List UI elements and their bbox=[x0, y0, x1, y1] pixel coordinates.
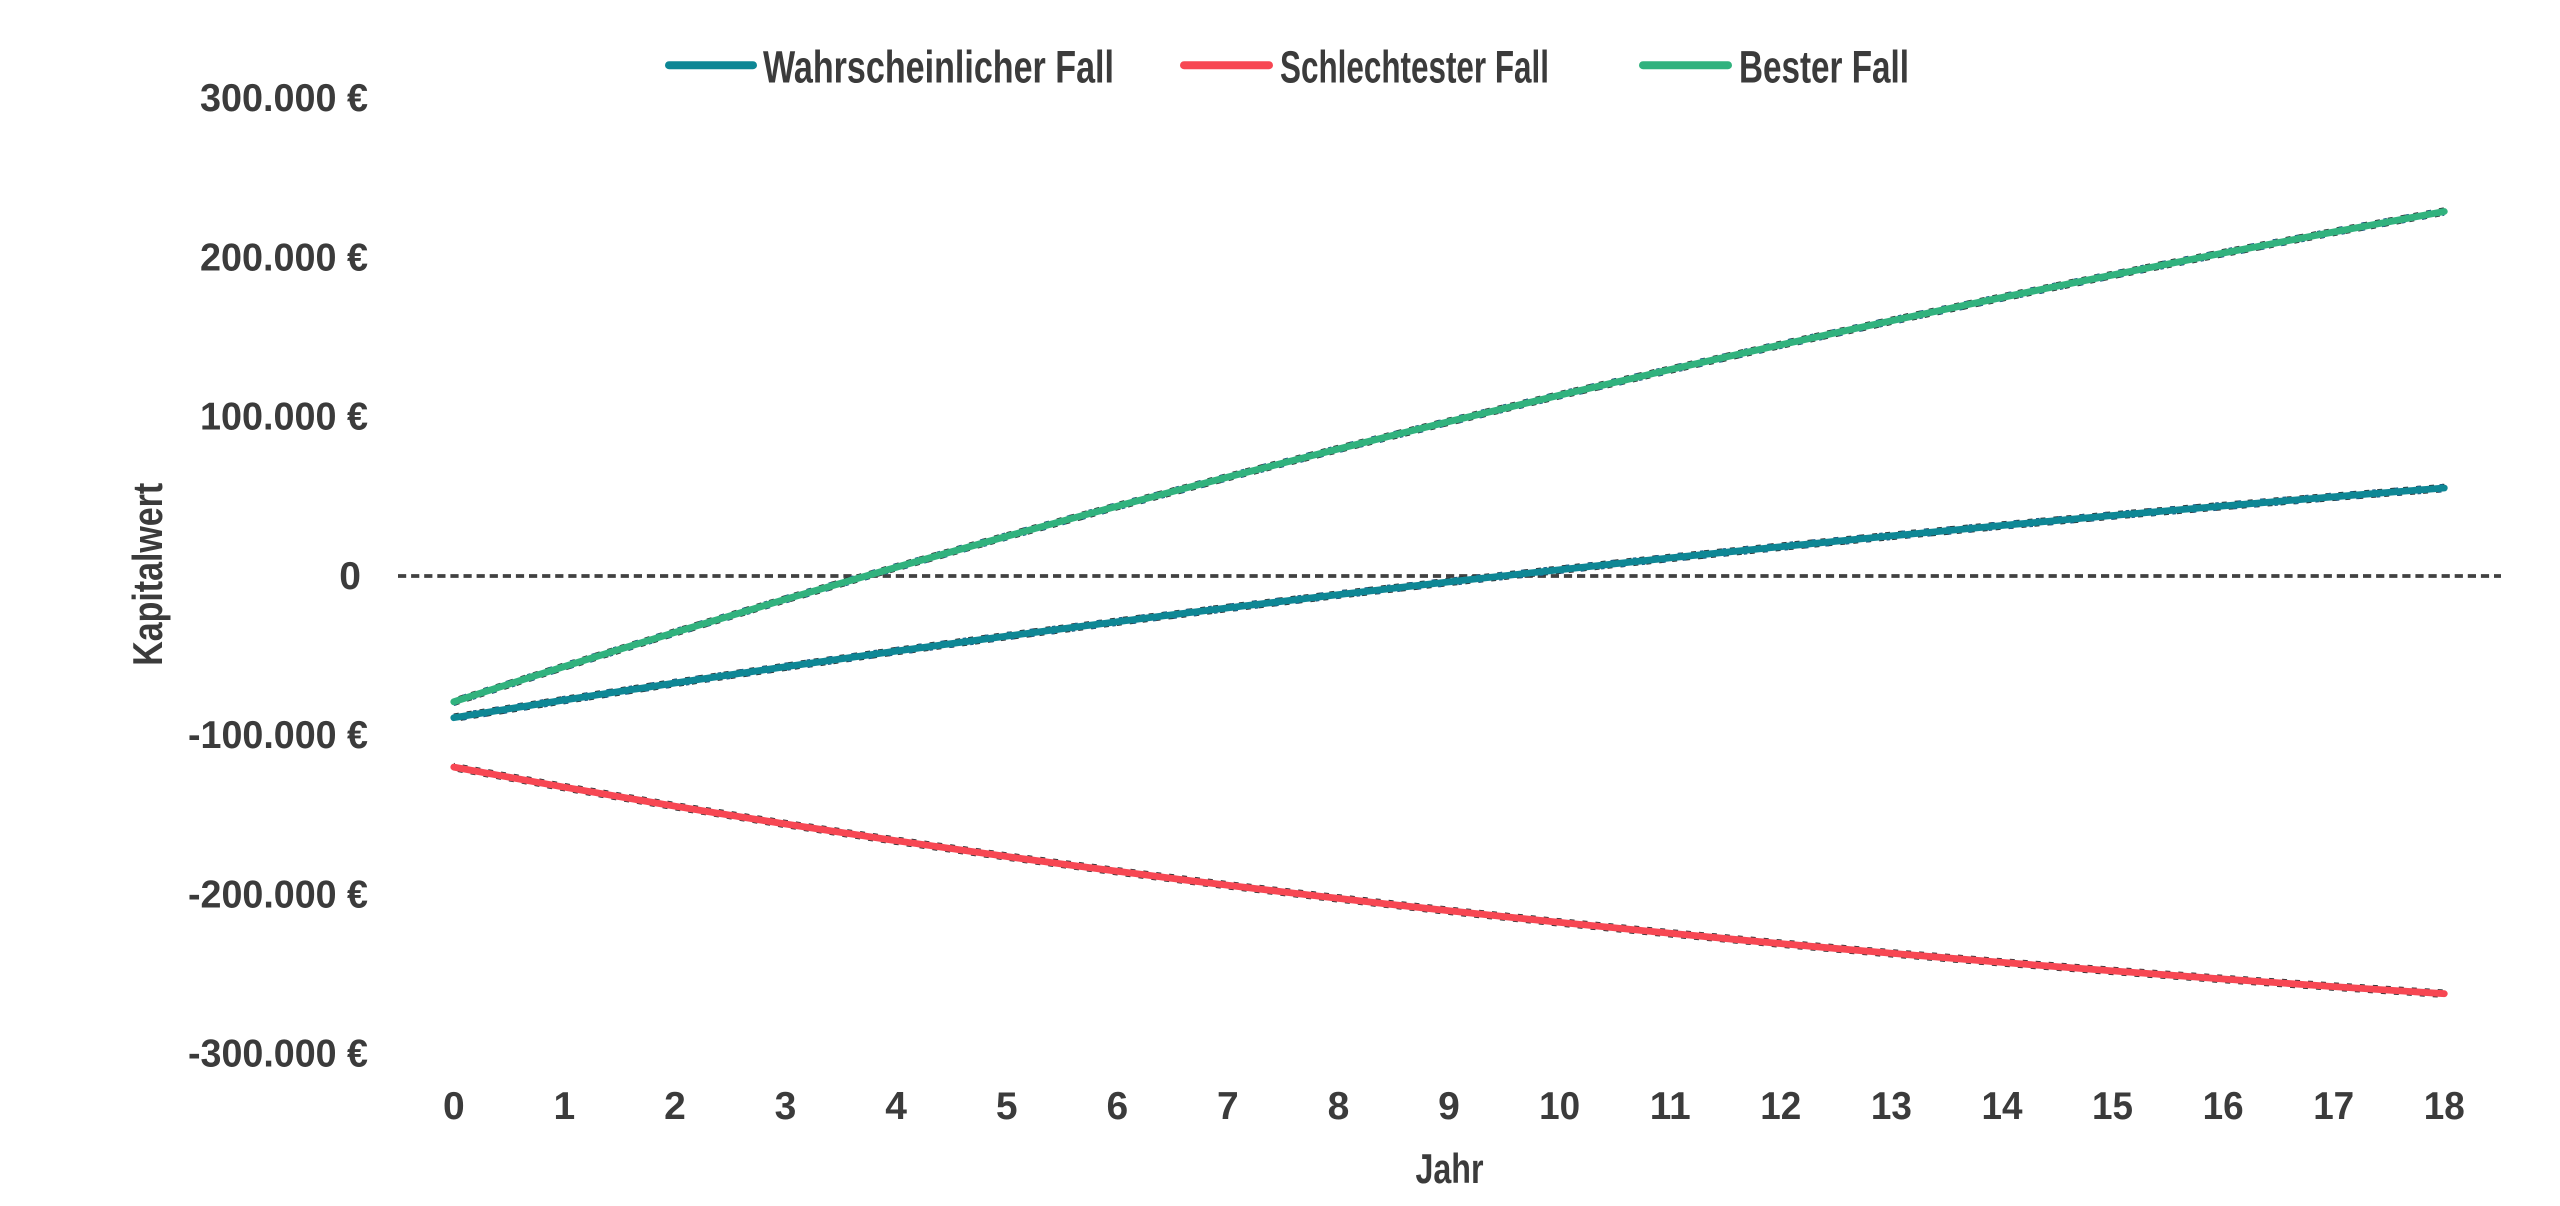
svg-text:10: 10 bbox=[1539, 1085, 1580, 1128]
svg-text:8: 8 bbox=[1328, 1085, 1350, 1128]
svg-text:17: 17 bbox=[2313, 1085, 2354, 1128]
svg-text:-100.000 €: -100.000 € bbox=[188, 714, 368, 757]
svg-text:-300.000 €: -300.000 € bbox=[188, 1033, 368, 1076]
svg-text:13: 13 bbox=[1871, 1085, 1912, 1128]
svg-text:4: 4 bbox=[885, 1085, 907, 1128]
svg-text:-200.000 €: -200.000 € bbox=[188, 873, 368, 916]
svg-text:0: 0 bbox=[443, 1085, 465, 1128]
svg-text:16: 16 bbox=[2203, 1085, 2244, 1128]
svg-text:12: 12 bbox=[1760, 1085, 1801, 1128]
svg-text:11: 11 bbox=[1650, 1085, 1691, 1128]
svg-text:2: 2 bbox=[664, 1085, 686, 1128]
svg-text:1: 1 bbox=[554, 1085, 576, 1128]
svg-text:Kapitalwert: Kapitalwert bbox=[124, 483, 171, 666]
svg-text:7: 7 bbox=[1217, 1085, 1239, 1128]
svg-text:100.000 €: 100.000 € bbox=[200, 396, 368, 439]
svg-text:200.000 €: 200.000 € bbox=[200, 236, 368, 279]
svg-text:18: 18 bbox=[2424, 1085, 2465, 1128]
svg-text:300.000 €: 300.000 € bbox=[200, 77, 368, 120]
svg-text:Wahrscheinlicher Fall: Wahrscheinlicher Fall bbox=[763, 42, 1114, 93]
svg-text:9: 9 bbox=[1438, 1085, 1460, 1128]
svg-text:3: 3 bbox=[775, 1085, 797, 1128]
svg-text:6: 6 bbox=[1106, 1085, 1128, 1128]
svg-text:14: 14 bbox=[1982, 1085, 2023, 1128]
svg-text:15: 15 bbox=[2092, 1085, 2133, 1128]
svg-text:5: 5 bbox=[996, 1085, 1018, 1128]
svg-text:Jahr: Jahr bbox=[1416, 1145, 1484, 1192]
svg-text:0: 0 bbox=[339, 555, 361, 598]
svg-text:Schlechtester Fall: Schlechtester Fall bbox=[1280, 42, 1549, 93]
svg-text:Bester Fall: Bester Fall bbox=[1739, 42, 1909, 93]
